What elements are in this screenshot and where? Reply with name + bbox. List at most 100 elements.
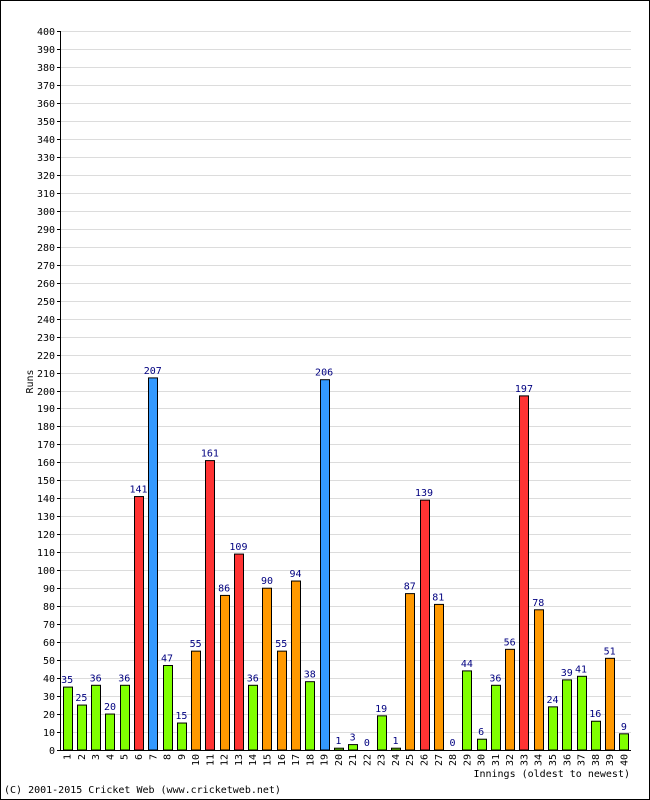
y-tick-label: 350 bbox=[37, 117, 55, 128]
x-tick-label: 19 bbox=[320, 754, 331, 766]
bar bbox=[277, 650, 287, 751]
data-label: 87 bbox=[404, 582, 416, 593]
y-tick-label: 200 bbox=[37, 387, 55, 398]
bars bbox=[63, 377, 629, 751]
data-label: 9 bbox=[621, 722, 627, 733]
y-tick-label: 170 bbox=[37, 440, 55, 451]
y-tick-label: 180 bbox=[37, 422, 55, 433]
y-tick-label: 40 bbox=[43, 674, 55, 685]
x-tick-label: 22 bbox=[362, 754, 373, 766]
bar bbox=[619, 733, 629, 751]
y-tick-label: 130 bbox=[37, 512, 55, 523]
data-label: 36 bbox=[90, 673, 102, 684]
data-label: 90 bbox=[261, 576, 273, 587]
data-label: 25 bbox=[75, 693, 87, 704]
data-label: 78 bbox=[532, 598, 544, 609]
y-tick-label: 390 bbox=[37, 45, 55, 56]
bar bbox=[605, 657, 615, 751]
bar bbox=[420, 499, 430, 751]
y-tick-label: 150 bbox=[37, 476, 55, 487]
y-tick-label: 310 bbox=[37, 189, 55, 200]
bar bbox=[220, 594, 230, 751]
y-tick-label: 20 bbox=[43, 710, 55, 721]
data-label: 36 bbox=[247, 673, 259, 684]
data-label: 35 bbox=[61, 675, 73, 686]
x-axis-label: Innings (oldest to newest) bbox=[473, 769, 630, 780]
x-tick-label: 33 bbox=[519, 754, 530, 766]
x-tick-label: 11 bbox=[205, 754, 216, 766]
y-tick-label: 280 bbox=[37, 243, 55, 254]
y-tick-label: 300 bbox=[37, 207, 55, 218]
data-label: 94 bbox=[290, 569, 302, 580]
y-tick-label: 110 bbox=[37, 548, 55, 559]
data-label: 55 bbox=[190, 639, 202, 650]
x-tick-label: 30 bbox=[477, 754, 488, 766]
bar bbox=[191, 650, 201, 751]
bar bbox=[148, 377, 158, 751]
bar bbox=[477, 738, 487, 751]
y-tick-label: 230 bbox=[37, 333, 55, 344]
y-tick-label: 270 bbox=[37, 261, 55, 272]
data-label: 36 bbox=[489, 673, 501, 684]
data-label: 141 bbox=[129, 485, 147, 496]
data-label: 16 bbox=[589, 709, 601, 720]
x-tick-label: 38 bbox=[591, 754, 602, 766]
x-tick-label: 20 bbox=[334, 754, 345, 766]
bar bbox=[291, 580, 301, 751]
y-tick-label: 290 bbox=[37, 225, 55, 236]
data-label: 24 bbox=[546, 695, 558, 706]
y-tick-label: 220 bbox=[37, 351, 55, 362]
bar bbox=[205, 460, 215, 751]
data-label: 81 bbox=[432, 592, 444, 603]
data-label: 36 bbox=[118, 673, 130, 684]
bar bbox=[77, 704, 87, 751]
y-tick-label: 210 bbox=[37, 369, 55, 380]
data-label: 19 bbox=[375, 704, 387, 715]
data-label: 206 bbox=[315, 368, 333, 379]
x-tick-label: 40 bbox=[619, 754, 630, 766]
y-tick-label: 240 bbox=[37, 315, 55, 326]
bar bbox=[262, 587, 272, 751]
x-tick-label: 3 bbox=[91, 754, 102, 760]
x-tick-label: 27 bbox=[434, 754, 445, 766]
bar bbox=[391, 747, 401, 751]
x-tick-label: 16 bbox=[277, 754, 288, 766]
data-label: 55 bbox=[275, 639, 287, 650]
x-tick-label: 13 bbox=[234, 754, 245, 766]
y-tick-label: 120 bbox=[37, 530, 55, 541]
y-tick-label: 100 bbox=[37, 566, 55, 577]
x-tick-label: 2 bbox=[77, 754, 88, 760]
data-label: 38 bbox=[304, 670, 316, 681]
x-tick-label: 36 bbox=[562, 754, 573, 766]
bar bbox=[320, 379, 330, 751]
x-tick-label: 8 bbox=[163, 754, 174, 760]
data-label: 1 bbox=[392, 736, 398, 747]
x-tick-label: 17 bbox=[291, 754, 302, 766]
bar bbox=[63, 686, 73, 751]
data-label: 20 bbox=[104, 702, 116, 713]
data-label: 15 bbox=[175, 711, 187, 722]
x-tick-label: 15 bbox=[262, 754, 273, 766]
x-tick-label: 21 bbox=[348, 754, 359, 766]
bar bbox=[120, 684, 130, 751]
x-tick-label: 34 bbox=[534, 754, 545, 766]
bar bbox=[305, 681, 315, 751]
x-tick-label: 24 bbox=[391, 754, 402, 766]
y-tick-label: 400 bbox=[37, 27, 55, 38]
bar bbox=[519, 395, 529, 751]
x-tick-label: 32 bbox=[505, 754, 516, 766]
y-tick-label: 330 bbox=[37, 153, 55, 164]
bar bbox=[105, 713, 115, 751]
y-tick-label: 340 bbox=[37, 135, 55, 146]
bar bbox=[377, 715, 387, 751]
data-label: 47 bbox=[161, 654, 173, 665]
bar bbox=[591, 720, 601, 751]
x-tick-label: 35 bbox=[548, 754, 559, 766]
grid-lines bbox=[60, 31, 631, 733]
data-label: 51 bbox=[604, 646, 616, 657]
x-tick-label: 7 bbox=[148, 754, 159, 760]
x-tick-label: 12 bbox=[220, 754, 231, 766]
y-tick-label: 70 bbox=[43, 620, 55, 631]
bar bbox=[334, 747, 344, 751]
